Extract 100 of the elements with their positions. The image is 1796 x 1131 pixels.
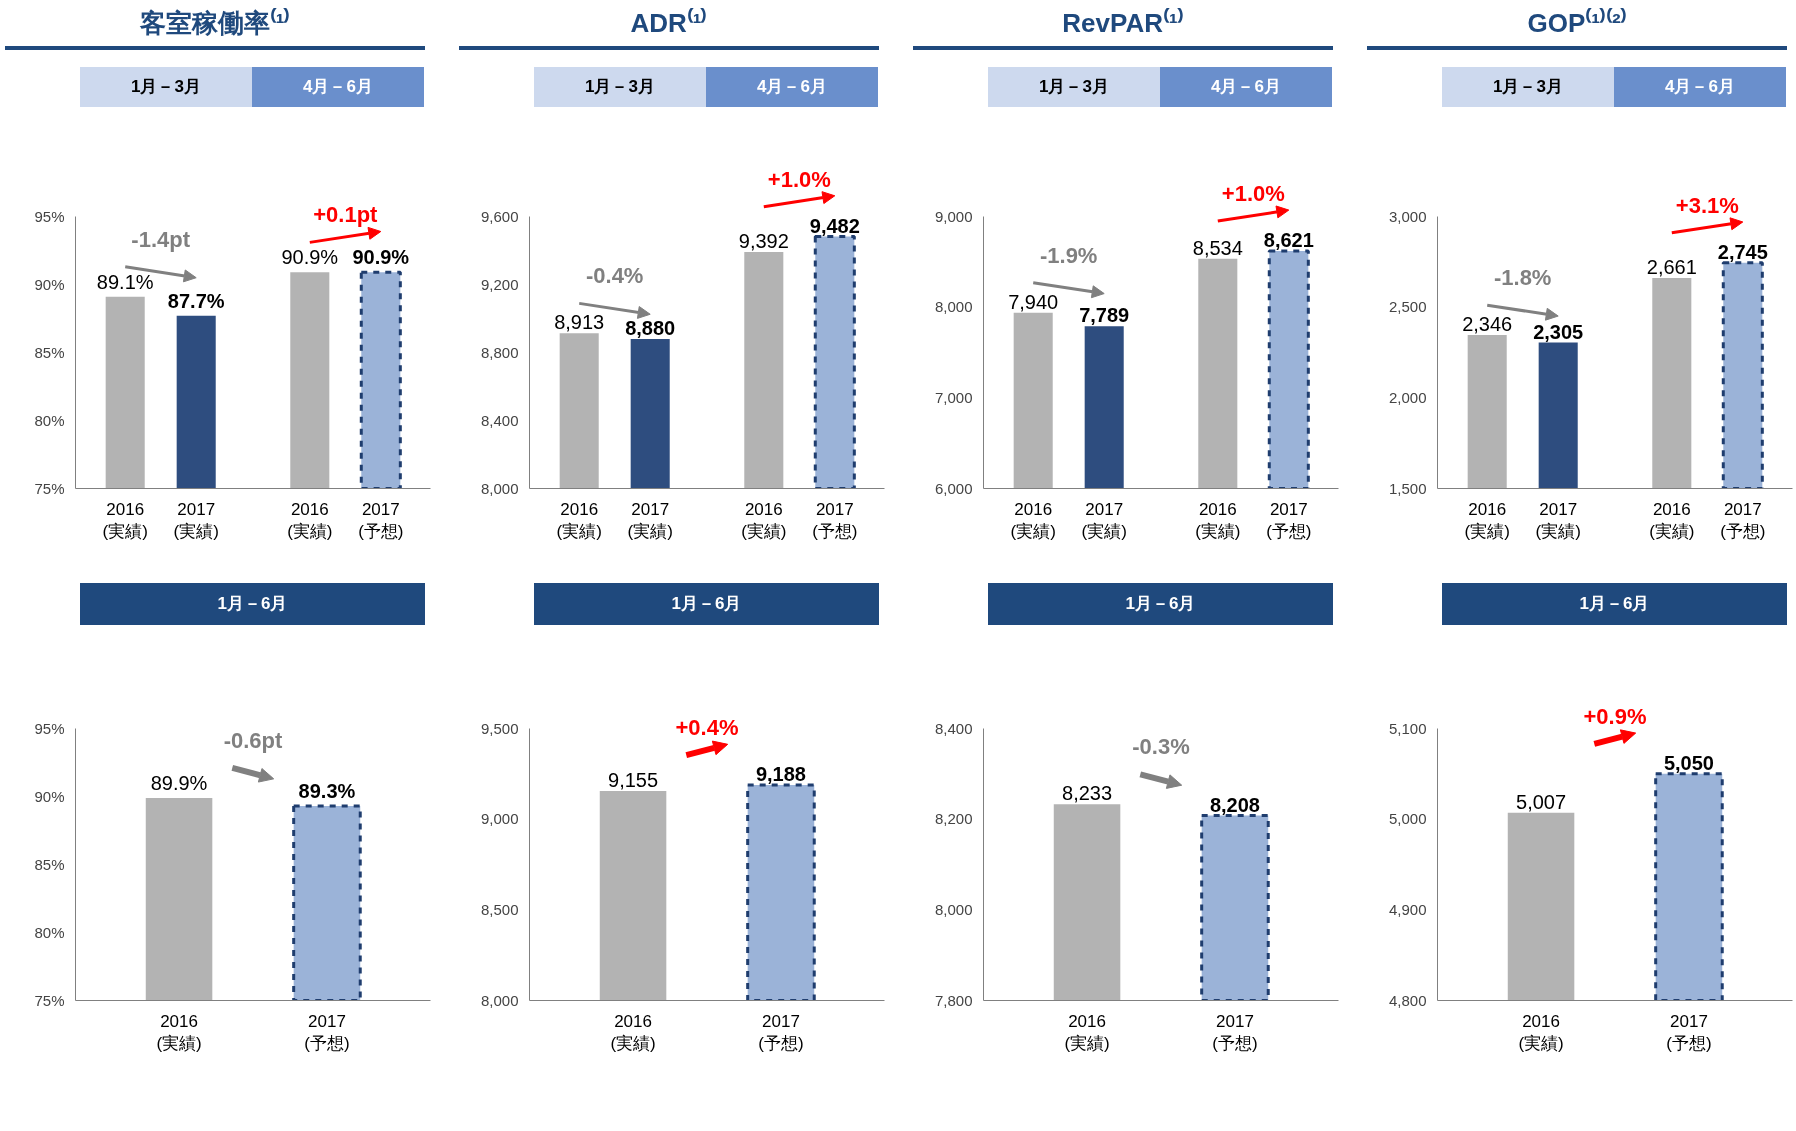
y-tick-label: 7,800 [934, 991, 973, 1009]
annotation: +0.4% [675, 715, 739, 741]
chart-title: ADR⁽¹⁾ [459, 5, 879, 51]
text: 1月－3月 [988, 67, 1160, 107]
data-label: 8,621 [1263, 228, 1314, 251]
annotation: -1.9% [1039, 242, 1098, 268]
y-tick-label: 8,400 [934, 719, 973, 737]
y-tick-label: 80% [34, 412, 65, 430]
data-label: 90.9% [352, 246, 410, 269]
data-label: 7,940 [1008, 290, 1059, 313]
y-tick-label: 4,900 [1388, 900, 1427, 918]
x-tick-label: 2016 (実績) [156, 1011, 202, 1054]
text: 4月－6月 [1614, 67, 1786, 107]
chart-title: 1月－6月 [1442, 583, 1787, 625]
y-tick-label: 7,000 [934, 388, 973, 406]
x-tick-label: 2017 (実績) [627, 499, 673, 542]
chart-title: 1月－6月 [534, 583, 879, 625]
x-tick-label: 2016 (実績) [1195, 499, 1241, 542]
y-tick-label: 2,000 [1388, 388, 1427, 406]
y-tick-label: 75% [34, 992, 65, 1009]
annotation: -1.8% [1493, 265, 1552, 291]
y-tick-label: 95% [34, 720, 65, 738]
data-label: 9,188 [755, 763, 806, 786]
annotation: +0.9% [1583, 703, 1647, 729]
y-tick-label: 9,600 [480, 207, 519, 225]
annotation: +0.1pt [313, 202, 379, 228]
annotation: -0.4% [585, 263, 644, 289]
x-tick-label: 2016 (実績) [1464, 499, 1510, 542]
x-tick-label: 2016 (実績) [1064, 1011, 1110, 1054]
y-tick-label: 80% [34, 924, 65, 942]
chart-title: 1月－6月 [988, 583, 1333, 625]
y-tick-label: 8,800 [480, 343, 519, 361]
text: +1.0% [767, 166, 831, 192]
x-tick-label: 2016 (実績) [1010, 499, 1056, 542]
data-label: 5,050 [1663, 751, 1714, 774]
x-tick-label: 2016 (実績) [1649, 499, 1695, 542]
data-label: 2,661 [1646, 256, 1697, 278]
text: 1月－3月 [1442, 67, 1614, 107]
x-tick-label: 2017 (予想) [358, 499, 404, 542]
x-tick-label: 2017 (予想) [1666, 1011, 1712, 1054]
x-tick-label: 2016 (実績) [287, 499, 333, 542]
y-tick-label: 8,000 [480, 479, 519, 497]
x-tick-label: 2017 (予想) [758, 1011, 804, 1054]
x-tick-label: 2017 (予想) [1212, 1011, 1258, 1054]
data-label: 7,789 [1079, 304, 1130, 327]
data-label: 89.3% [298, 780, 356, 803]
y-tick-label: 8,000 [480, 991, 519, 1009]
x-tick-label: 2017 (実績) [173, 499, 219, 542]
x-tick-label: 2017 (予想) [1266, 499, 1312, 542]
data-label: 9,482 [809, 214, 860, 237]
x-tick-label: 2017 (予想) [1720, 499, 1766, 542]
y-tick-label: 85% [34, 856, 65, 874]
data-label: 8,233 [1062, 782, 1113, 805]
x-tick-label: 2017 (予想) [812, 499, 858, 542]
data-label: 89.1% [96, 270, 154, 293]
y-tick-label: 6,000 [934, 479, 973, 497]
y-tick-label: 5,000 [1388, 810, 1427, 828]
data-label: 87.7% [167, 289, 225, 312]
chart-title: 1月－6月 [80, 583, 425, 625]
annotation: -1.4pt [131, 226, 191, 252]
y-tick-label: 8,000 [934, 298, 973, 316]
y-tick-label: 9,000 [480, 810, 519, 828]
y-tick-label: 8,400 [480, 411, 519, 429]
text: 4月－6月 [1160, 67, 1332, 107]
y-tick-label: 75% [34, 480, 65, 497]
data-label: 89.9% [150, 771, 208, 794]
x-tick-label: 2016 (実績) [1518, 1011, 1564, 1054]
annotation: -0.3% [1132, 734, 1190, 760]
x-tick-label: 2017 (実績) [1535, 499, 1581, 542]
y-tick-label: 9,500 [480, 719, 519, 737]
chart-title: 客室稼働率⁽¹⁾ [5, 5, 425, 51]
data-label: 5,007 [1516, 790, 1567, 813]
y-tick-label: 9,000 [934, 207, 973, 225]
data-label: 90.9% [281, 246, 339, 269]
chart-title: GOP⁽¹⁾⁽²⁾ [1367, 5, 1787, 51]
data-label: 9,392 [738, 229, 789, 252]
y-tick-label: 5,100 [1388, 719, 1427, 737]
y-tick-label: 85% [34, 344, 65, 362]
x-tick-label: 2016 (実績) [741, 499, 787, 542]
y-tick-label: 9,200 [480, 275, 519, 293]
data-label: 8,913 [554, 311, 605, 334]
data-label: 8,534 [1192, 236, 1243, 259]
chart-title: RevPAR⁽¹⁾ [913, 5, 1333, 51]
y-tick-label: 8,000 [934, 900, 973, 918]
x-tick-label: 2016 (実績) [610, 1011, 656, 1054]
data-label: 8,880 [625, 316, 676, 339]
text: 1月－3月 [80, 67, 252, 107]
x-tick-label: 2017 (実績) [1081, 499, 1127, 542]
y-tick-label: 8,200 [934, 810, 973, 828]
text: 4月－6月 [706, 67, 878, 107]
annotation: +3.1% [1675, 192, 1739, 218]
text: +1.0% [1221, 181, 1285, 207]
y-tick-label: 4,800 [1388, 991, 1427, 1009]
y-tick-label: 90% [34, 276, 65, 294]
data-label: 8,208 [1209, 793, 1260, 816]
data-label: 9,155 [608, 769, 659, 792]
y-tick-label: 3,000 [1388, 207, 1427, 225]
x-tick-label: 2017 (予想) [304, 1011, 350, 1054]
y-tick-label: 1,500 [1388, 479, 1427, 497]
y-tick-label: 2,500 [1388, 298, 1427, 316]
